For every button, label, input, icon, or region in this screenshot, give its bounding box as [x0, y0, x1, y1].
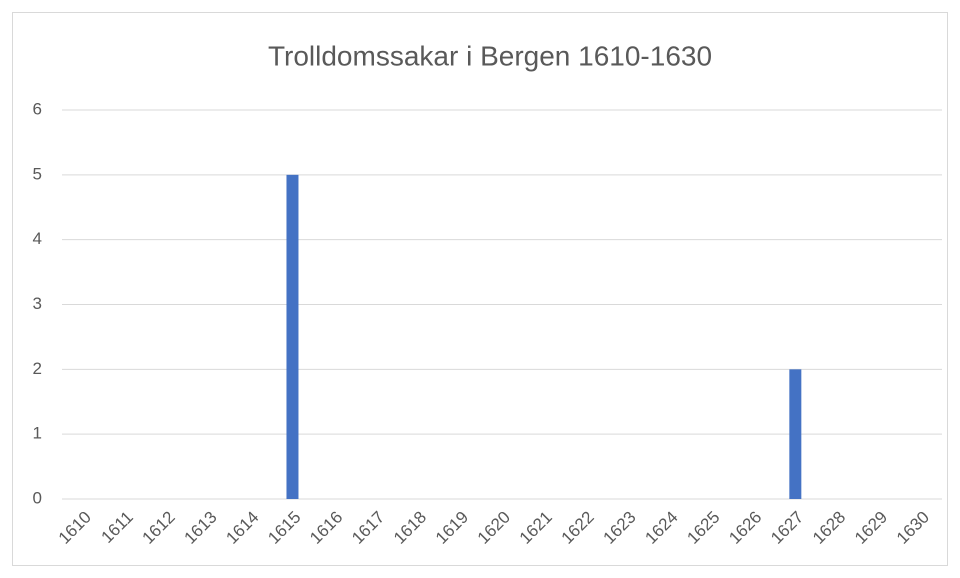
- y-tick-label: 0: [33, 488, 42, 507]
- bar: [789, 369, 802, 499]
- y-tick-label: 4: [33, 229, 42, 248]
- y-tick-label: 3: [33, 294, 42, 313]
- y-tick-label: 6: [33, 99, 42, 118]
- y-tick-label: 1: [33, 424, 42, 443]
- bar: [286, 174, 299, 500]
- chart-border: [12, 12, 948, 566]
- y-tick-label: 5: [33, 164, 42, 183]
- chart-title: Trolldomssakar i Bergen 1610-1630: [268, 40, 712, 71]
- y-tick-label: 2: [33, 359, 42, 378]
